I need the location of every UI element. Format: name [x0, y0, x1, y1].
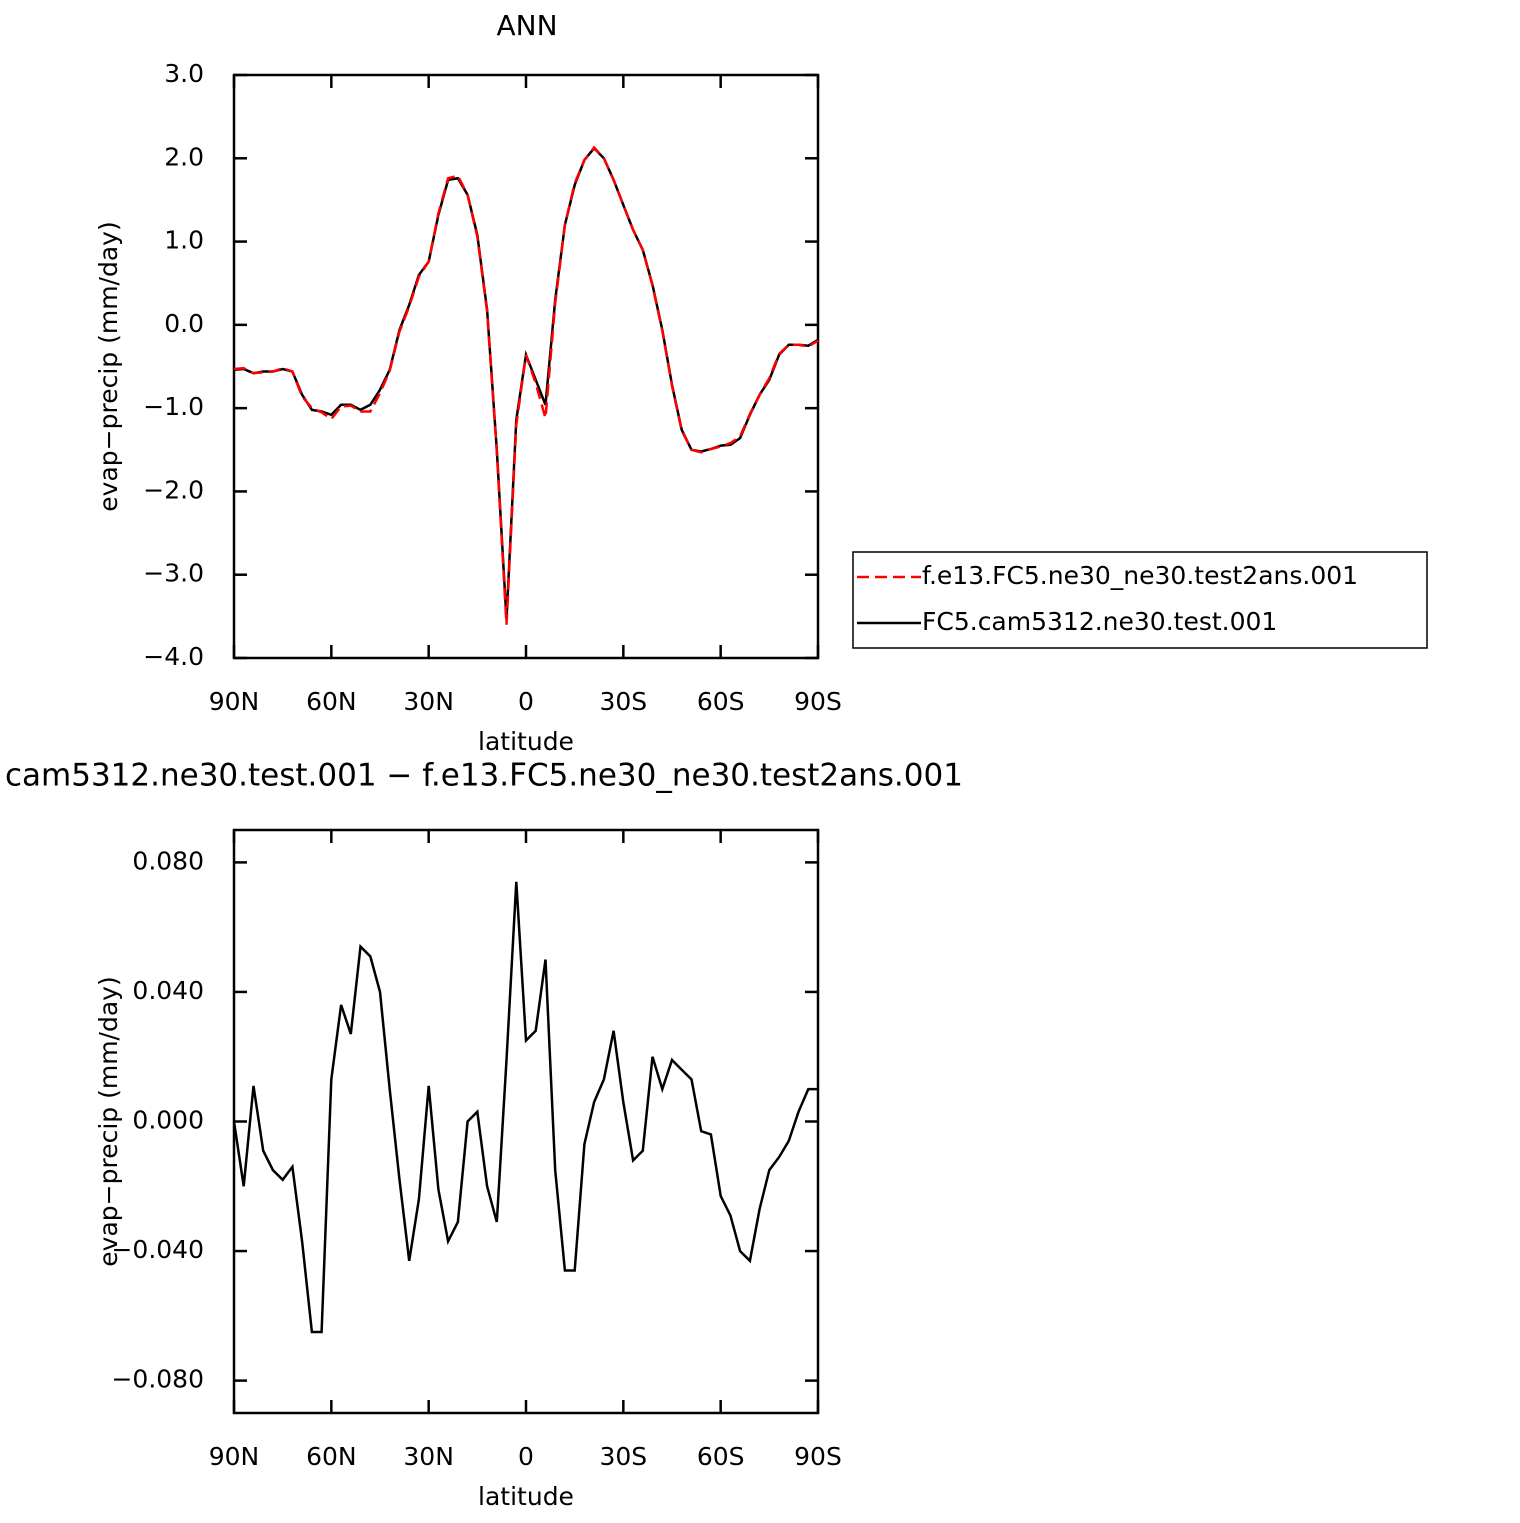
x-tick-label: 30N — [403, 687, 454, 716]
data-line — [233, 146, 819, 620]
x-tick-label: 30S — [599, 687, 647, 716]
y-tick-label: −4.0 — [143, 642, 204, 671]
x-tick-label: 60N — [306, 1442, 357, 1471]
y-tick-label: −3.0 — [143, 559, 204, 588]
data-line — [232, 881, 818, 1334]
x-tick-label: 60N — [306, 687, 357, 716]
y-tick-label: 3.0 — [164, 59, 204, 88]
chart-title: ANN — [496, 9, 557, 42]
x-tick-label: 60S — [697, 687, 745, 716]
y-tick-label: 1.0 — [164, 226, 204, 255]
y-tick-label: −2.0 — [143, 475, 204, 504]
y-tick-label: −1.0 — [143, 392, 204, 421]
plot-frame — [232, 73, 820, 660]
legend-label: FC5.cam5312.ne30.test.001 — [922, 607, 1277, 636]
x-tick-label: 90S — [794, 1442, 842, 1471]
x-tick-label: 90N — [209, 687, 260, 716]
legend-box — [852, 551, 1428, 649]
y-tick-label: 0.000 — [132, 1106, 204, 1135]
x-tick-label: 0 — [518, 1442, 534, 1471]
x-tick-label: 0 — [518, 687, 534, 716]
x-tick-label: 60S — [697, 1442, 745, 1471]
x-axis-label: latitude — [478, 1482, 574, 1511]
y-tick-label: −0.040 — [111, 1235, 204, 1264]
chart-title: cam5312.ne30.test.001 − f.e13.FC5.ne30_n… — [5, 758, 963, 794]
y-tick-label: 2.0 — [164, 142, 204, 171]
x-tick-label: 30N — [403, 1442, 454, 1471]
y-axis-label: evap−precip (mm/day) — [94, 976, 123, 1266]
y-tick-label: 0.0 — [164, 309, 204, 338]
y-axis-label: evap−precip (mm/day) — [94, 221, 123, 511]
x-tick-label: 90N — [209, 1442, 260, 1471]
x-tick-label: 90S — [794, 687, 842, 716]
y-tick-label: 0.040 — [132, 976, 204, 1005]
y-tick-label: 0.080 — [132, 846, 204, 875]
y-tick-label: −0.080 — [111, 1365, 204, 1394]
x-tick-label: 30S — [599, 1442, 647, 1471]
x-axis-label: latitude — [478, 727, 574, 756]
data-line — [233, 145, 819, 625]
legend-label: f.e13.FC5.ne30_ne30.test2ans.001 — [922, 561, 1358, 590]
